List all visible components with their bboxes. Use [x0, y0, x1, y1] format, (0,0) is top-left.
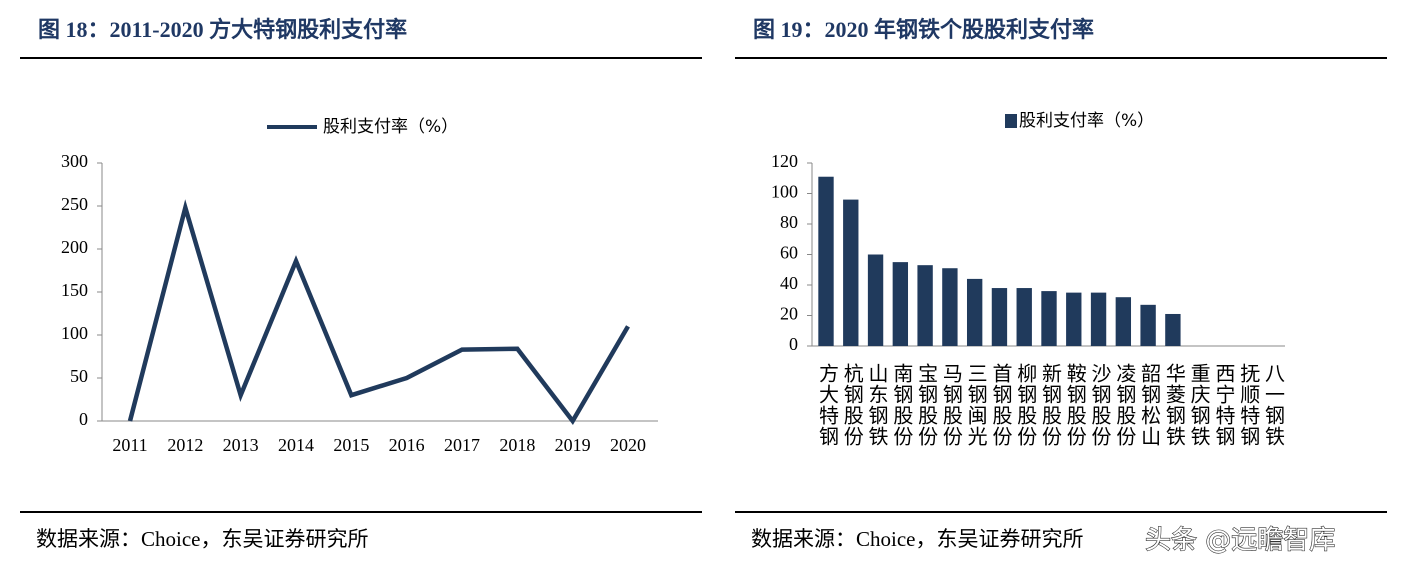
x-tick-label: 2014: [278, 435, 314, 455]
x-tick-label: 2015: [333, 435, 369, 455]
x-tick-label: 方大特钢: [816, 363, 840, 447]
legend-label: 股利支付率（%）: [1019, 111, 1154, 131]
bar: [867, 254, 884, 346]
x-tick-label: 韶钢松山: [1138, 363, 1162, 447]
bar: [991, 288, 1008, 346]
x-tick-label: 2018: [499, 435, 535, 455]
x-tick-label: 杭钢股份: [840, 363, 864, 447]
x-tick-label: 2017: [444, 435, 480, 455]
x-tick-label: 新钢股份: [1039, 363, 1063, 447]
y-tick-label: 100: [61, 323, 88, 343]
x-tick-label: 抚顺特钢: [1237, 363, 1261, 447]
x-tick-label: 八一钢铁: [1262, 363, 1286, 447]
x-tick-label: 2016: [389, 435, 425, 455]
y-tick-label: 150: [61, 280, 88, 300]
y-tick-label: 50: [70, 366, 88, 386]
y-tick-label: 0: [789, 334, 798, 354]
x-tick-label: 2020: [610, 435, 646, 455]
line: [127, 199, 630, 426]
bar: [1016, 288, 1032, 346]
figure-title: 图 19：2020 年钢铁个股股利支付率: [753, 17, 1094, 42]
y-tick-label: 120: [771, 151, 798, 171]
bar: [966, 278, 983, 346]
bar: [1090, 292, 1107, 346]
x-tick-label: 2011: [112, 435, 147, 455]
legend-swatch: [1005, 114, 1017, 128]
x-tick-label: 凌钢股份: [1113, 363, 1137, 447]
watermark: 头条 @远瞻智库: [1145, 526, 1335, 556]
x-tick-label: 山东钢铁: [865, 363, 889, 447]
bar: [843, 199, 859, 346]
bar: [1140, 304, 1156, 346]
x-tick-label: 2019: [555, 435, 591, 455]
x-tick-label: 重庆钢铁: [1187, 363, 1211, 447]
x-tick-label: 三钢闽光: [964, 363, 988, 447]
bar: [917, 265, 933, 346]
y-tick-label: 20: [780, 304, 798, 324]
x-tick-label: 2012: [167, 435, 203, 455]
x-tick-label: 沙钢股份: [1088, 363, 1112, 447]
x-tick-label: 2013: [223, 435, 259, 455]
y-tick-label: 250: [61, 194, 88, 214]
x-tick-label: 宝钢股份: [915, 363, 939, 447]
figure-title: 图 18：2011-2020 方大特钢股利支付率: [38, 17, 407, 42]
y-tick-label: 60: [780, 243, 798, 263]
x-tick-label: 西宁特钢: [1212, 363, 1236, 447]
x-tick-label: 南钢股份: [890, 363, 914, 447]
x-tick-label: 首钢股份: [989, 363, 1013, 447]
y-tick-label: 40: [780, 273, 798, 293]
bar: [1041, 291, 1057, 346]
y-tick-label: 80: [780, 212, 798, 232]
y-tick-label: 100: [771, 182, 798, 202]
bar: [892, 262, 909, 346]
x-tick-label: 柳钢股份: [1014, 363, 1038, 447]
bar: [942, 268, 958, 346]
bar: [1115, 297, 1132, 346]
legend-label: 股利支付率（%）: [323, 117, 458, 137]
bar: [1165, 313, 1181, 346]
x-tick-label: 鞍钢股份: [1063, 363, 1087, 447]
y-tick-label: 0: [79, 409, 88, 429]
x-tick-label: 华菱钢铁: [1162, 363, 1186, 447]
source: 数据来源：Choice，东吴证券研究所: [751, 527, 1083, 551]
bar: [1066, 292, 1082, 346]
x-tick-label: 马钢股份: [939, 363, 963, 447]
source: 数据来源：Choice，东吴证券研究所: [36, 527, 368, 551]
bar: [818, 176, 834, 346]
y-tick-label: 300: [61, 151, 88, 171]
y-tick-label: 200: [61, 237, 88, 257]
